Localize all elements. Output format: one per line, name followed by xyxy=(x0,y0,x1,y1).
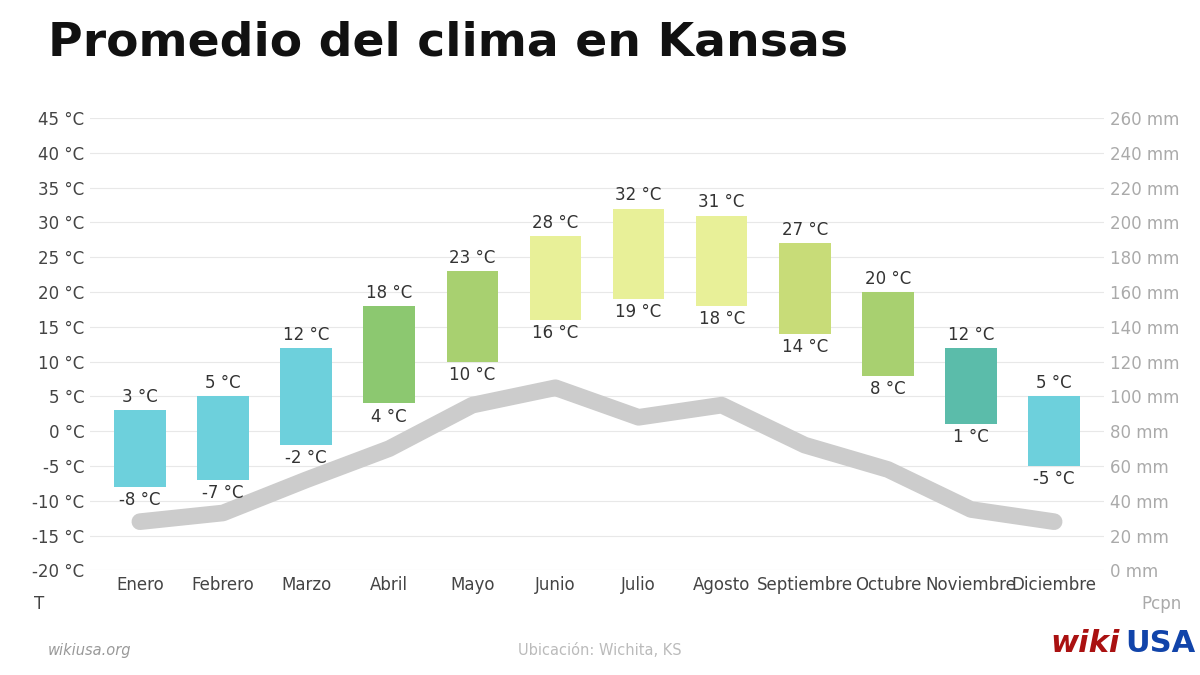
Text: USA: USA xyxy=(1126,629,1196,658)
Bar xyxy=(696,215,748,306)
Text: -8 °C: -8 °C xyxy=(119,491,161,509)
Text: T: T xyxy=(35,595,44,613)
Text: 12 °C: 12 °C xyxy=(283,325,329,344)
Text: 5 °C: 5 °C xyxy=(1037,374,1072,392)
Text: 1 °C: 1 °C xyxy=(953,429,989,446)
Bar xyxy=(364,306,415,404)
Text: 3 °C: 3 °C xyxy=(122,388,157,406)
Text: 27 °C: 27 °C xyxy=(781,221,828,239)
Text: 32 °C: 32 °C xyxy=(616,186,661,205)
Text: 10 °C: 10 °C xyxy=(449,366,496,384)
Text: 14 °C: 14 °C xyxy=(781,338,828,356)
Text: 16 °C: 16 °C xyxy=(533,324,578,342)
Bar xyxy=(1028,396,1080,466)
Bar xyxy=(946,348,997,425)
Bar xyxy=(613,209,665,299)
Text: -2 °C: -2 °C xyxy=(286,450,326,467)
Text: wiki: wiki xyxy=(1050,629,1120,658)
Text: 18 °C: 18 °C xyxy=(698,310,745,328)
Text: 31 °C: 31 °C xyxy=(698,193,745,211)
Bar xyxy=(197,396,248,480)
Text: 4 °C: 4 °C xyxy=(372,408,407,425)
Text: 28 °C: 28 °C xyxy=(533,214,578,232)
Text: 20 °C: 20 °C xyxy=(865,270,911,288)
Text: 12 °C: 12 °C xyxy=(948,325,995,344)
Bar xyxy=(862,292,913,375)
Bar xyxy=(779,244,830,334)
Bar xyxy=(281,348,332,445)
Text: Ubicación: Wichita, KS: Ubicación: Wichita, KS xyxy=(518,643,682,658)
Text: wikiusa.org: wikiusa.org xyxy=(48,643,132,658)
Text: Promedio del clima en Kansas: Promedio del clima en Kansas xyxy=(48,20,848,65)
Bar xyxy=(446,271,498,362)
Bar xyxy=(114,410,166,487)
Text: 5 °C: 5 °C xyxy=(205,374,241,392)
Text: 19 °C: 19 °C xyxy=(616,303,661,321)
Text: 18 °C: 18 °C xyxy=(366,284,413,302)
Text: -5 °C: -5 °C xyxy=(1033,470,1075,488)
Text: Pcpn: Pcpn xyxy=(1141,595,1182,613)
Bar xyxy=(529,236,581,320)
Text: 8 °C: 8 °C xyxy=(870,380,906,398)
Text: -7 °C: -7 °C xyxy=(203,484,244,502)
Text: 23 °C: 23 °C xyxy=(449,249,496,267)
